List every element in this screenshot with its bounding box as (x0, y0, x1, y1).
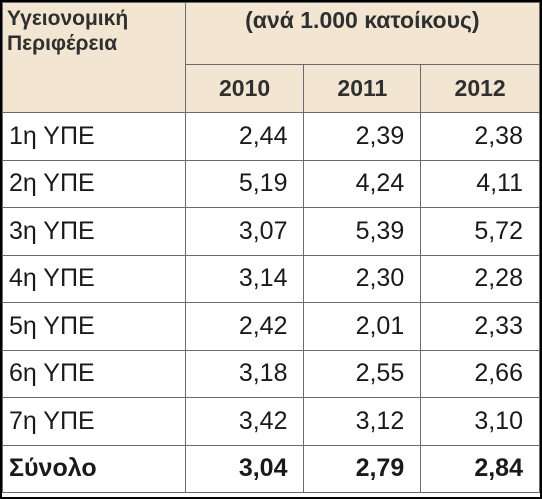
cell-2011: 2,55 (303, 349, 422, 398)
cell-2011: 2,01 (303, 302, 422, 351)
row-label: 2η ΥΠΕ (2, 159, 186, 208)
cell-2010: 5,19 (184, 159, 305, 208)
cell-2010: 2,44 (184, 112, 305, 161)
data-table: Υγειονομική Περιφέρεια (ανά 1.000 κατοίκ… (2, 2, 540, 493)
row-label: 5η ΥΠΕ (2, 302, 186, 351)
cell-2011: 4,24 (303, 159, 422, 208)
table-row: 6η ΥΠΕ 3,18 2,55 2,66 (2, 349, 540, 398)
cell-2011: 2,30 (303, 254, 422, 303)
header-row-top: Υγειονομική Περιφέρεια (ανά 1.000 κατοίκ… (2, 2, 540, 113)
row-label: 1η ΥΠΕ (2, 112, 186, 161)
total-2010: 3,04 (184, 444, 305, 493)
cell-2012: 2,38 (420, 112, 540, 161)
table-row: 4η ΥΠΕ 3,14 2,30 2,28 (2, 254, 540, 303)
cell-2011: 2,39 (303, 112, 422, 161)
cell-2011: 3,12 (303, 397, 422, 446)
total-row: Σύνολο 3,04 2,79 2,84 (2, 444, 540, 493)
total-label: Σύνολο (2, 444, 186, 493)
table-row: 5η ΥΠΕ 2,42 2,01 2,33 (2, 302, 540, 351)
table-row: 3η ΥΠΕ 3,07 5,39 5,72 (2, 207, 540, 256)
year-header-row: 2010 2011 2012 (3, 64, 540, 113)
row-label: 3η ΥΠΕ (2, 207, 186, 256)
cell-2010: 3,18 (184, 349, 305, 398)
row-label: 6η ΥΠΕ (2, 349, 186, 398)
table-row: 1η ΥΠΕ 2,44 2,39 2,38 (2, 112, 540, 161)
cell-2010: 3,07 (184, 207, 305, 256)
cell-2012: 3,10 (420, 397, 540, 446)
unit-header: (ανά 1.000 κατοίκους) (184, 2, 540, 65)
cell-2012: 5,72 (420, 207, 540, 256)
row-label: 4η ΥΠΕ (2, 254, 186, 303)
cell-2010: 2,42 (184, 302, 305, 351)
total-2012: 2,84 (420, 444, 540, 493)
table-row: 7η ΥΠΕ 3,42 3,12 3,10 (2, 397, 540, 446)
cell-2011: 5,39 (303, 207, 422, 256)
cell-2012: 2,33 (420, 302, 540, 351)
table-row: 2η ΥΠΕ 5,19 4,24 4,11 (2, 159, 540, 208)
cell-2012: 2,66 (420, 349, 540, 398)
row-label: 7η ΥΠΕ (2, 397, 186, 446)
year-header-2011: 2011 (303, 64, 422, 113)
year-header-2010: 2010 (184, 64, 305, 113)
cell-2012: 4,11 (420, 159, 540, 208)
cell-2010: 3,42 (184, 397, 305, 446)
region-column-header: Υγειονομική Περιφέρεια (2, 2, 186, 113)
year-header-2012: 2012 (420, 64, 540, 113)
total-2011: 2,79 (303, 444, 422, 493)
cell-2010: 3,14 (184, 254, 305, 303)
cell-2012: 2,28 (420, 254, 540, 303)
